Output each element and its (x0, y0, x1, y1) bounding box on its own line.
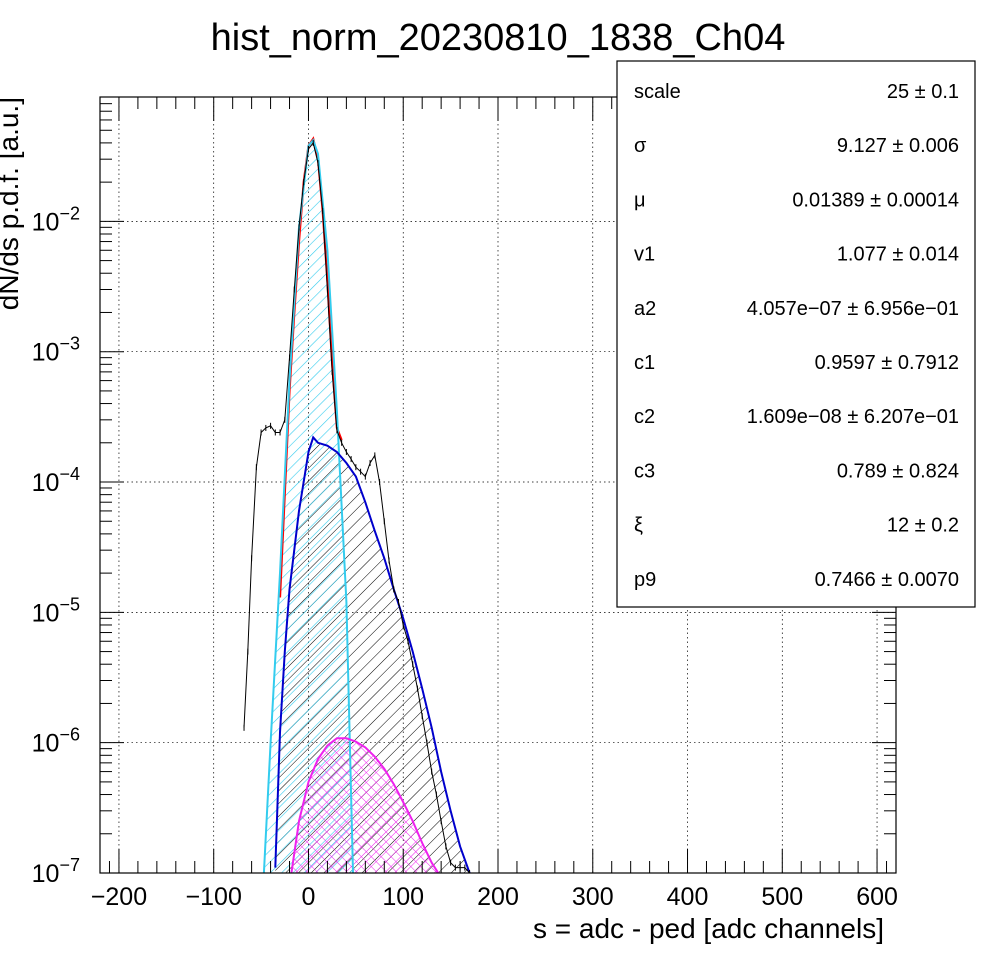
x-tick-label: 300 (572, 883, 614, 911)
x-axis: −200 −100 0 100 200 300 400 500 600 (91, 97, 898, 911)
chart-title: hist_norm_20230810_1838_Ch04 (211, 17, 786, 59)
tpe-component-curve (290, 737, 440, 873)
stats-param-name: ξ (634, 515, 643, 537)
fit-components (262, 136, 471, 873)
y-axis-label: dN/ds p.d.f. [a.u.] (0, 97, 24, 310)
x-tick-label: 0 (302, 883, 316, 911)
stats-param-name: v1 (634, 244, 655, 266)
stats-param-name: c2 (634, 406, 655, 428)
stats-param-value: 0.9597 ± 0.7912 (815, 352, 959, 374)
stats-param-name: c3 (634, 460, 655, 482)
x-tick-label: 200 (477, 883, 519, 911)
data-histogram (243, 139, 471, 873)
stats-param-value: 9.127 ± 0.006 (837, 135, 959, 157)
stats-param-name: a2 (634, 298, 656, 320)
stats-param-value: 4.057e−07 ± 6.956e−01 (747, 298, 959, 320)
stats-param-name: scale (634, 81, 681, 103)
stats-param-value: 0.789 ± 0.824 (837, 460, 959, 482)
stats-param-name: μ (634, 189, 646, 211)
stats-box-frame (616, 60, 976, 608)
y-tick-label: 10−7 (32, 855, 80, 888)
y-tick-label: 10−3 (32, 334, 80, 367)
stats-param-name: p9 (634, 569, 656, 591)
stats-param-value: 0.01389 ± 0.00014 (792, 189, 959, 211)
stats-param-name: σ (634, 135, 647, 157)
x-tick-label: 400 (667, 883, 709, 911)
stats-param-value: 1.609e−08 ± 6.207e−01 (747, 406, 959, 428)
x-tick-label: −100 (186, 883, 242, 911)
spe-component-curve (274, 435, 471, 873)
stats-param-value: 0.7466 ± 0.0070 (815, 569, 959, 591)
y-tick-label: 10−6 (32, 725, 80, 758)
y-tick-label: 10−5 (32, 594, 80, 627)
stats-rows: scale 25 ± 0.1 σ 9.127 ± 0.006 μ 0.01389 ± 0.… (634, 81, 959, 591)
stats-param-value: 25 ± 0.1 (887, 81, 959, 103)
x-tick-label: 100 (382, 883, 424, 911)
x-tick-label: 600 (856, 883, 898, 911)
tpe-component-fill (291, 738, 439, 873)
x-tick-label: −200 (91, 883, 147, 911)
y-tick-label: 10−2 (32, 203, 80, 236)
stats-param-value: 12 ± 0.2 (887, 515, 959, 537)
x-axis-label: s = adc - ped [adc channels] (533, 913, 884, 944)
pedestal-component-curve (262, 138, 354, 873)
stats-param-name: c1 (634, 352, 655, 374)
stats-param-value: 1.077 ± 0.014 (837, 244, 959, 266)
y-tick-label: 10−4 (32, 464, 80, 497)
x-tick-label: 500 (761, 883, 803, 911)
stats-box: scale 25 ± 0.1 σ 9.127 ± 0.006 μ 0.01389 ± 0.… (616, 60, 976, 608)
